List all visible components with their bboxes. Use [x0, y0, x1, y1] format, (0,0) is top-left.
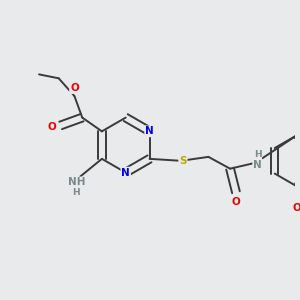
Text: N: N: [145, 126, 154, 136]
Text: O: O: [292, 203, 300, 213]
Text: O: O: [47, 122, 56, 132]
Text: H: H: [254, 150, 261, 159]
Text: O: O: [232, 197, 240, 207]
Text: O: O: [70, 83, 79, 93]
Text: N: N: [253, 160, 262, 170]
Text: N: N: [121, 168, 130, 178]
Text: NH: NH: [68, 177, 85, 188]
Text: S: S: [179, 156, 187, 166]
Text: H: H: [73, 188, 80, 197]
